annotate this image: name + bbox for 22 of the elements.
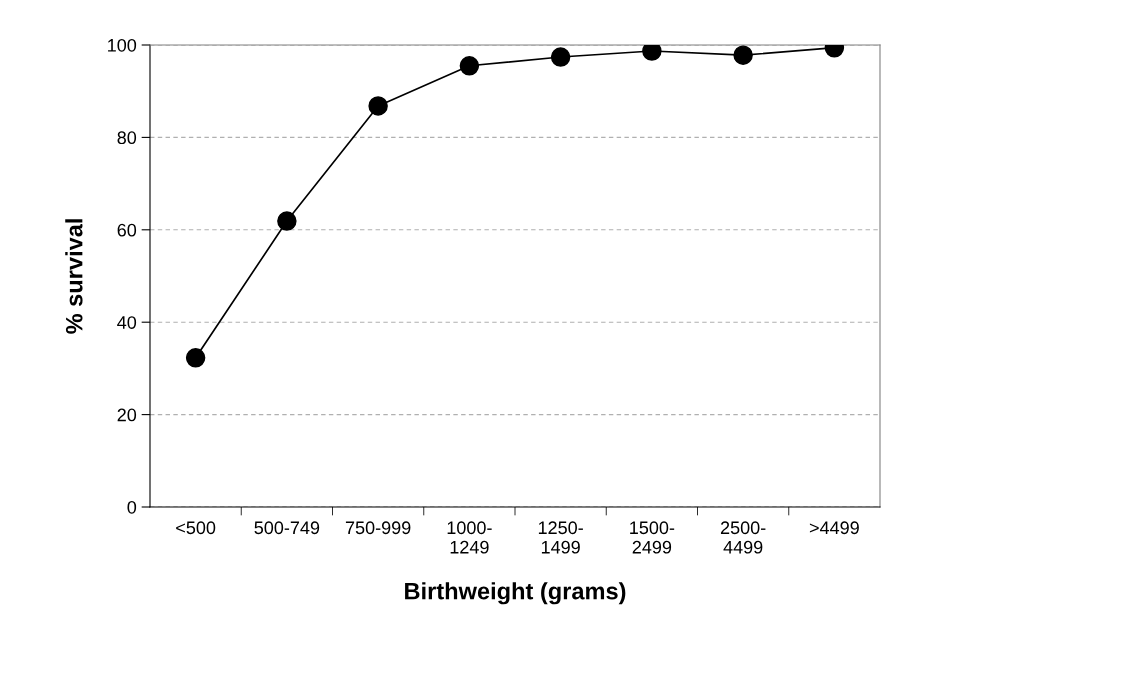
x-tick-label: 500-749 xyxy=(254,521,320,535)
y-tick-label: 20 xyxy=(117,408,137,422)
y-axis-title: % survival xyxy=(65,219,83,334)
point xyxy=(185,348,206,368)
x-tick-label: 750-999 xyxy=(345,521,411,535)
y-tick-label: 60 xyxy=(117,223,137,237)
y-tick-label: 100 xyxy=(108,38,137,52)
x-tick-label: >4499 xyxy=(809,521,859,535)
y-tick-label: 80 xyxy=(117,131,137,145)
point xyxy=(459,56,480,76)
x-tick-label: 1500- 2499 xyxy=(630,521,675,554)
x-tick-label: <500 xyxy=(176,521,216,535)
x-axis-title: Birthweight (grams) xyxy=(405,582,626,605)
point xyxy=(550,47,571,67)
x-tick-label: 2500- 4499 xyxy=(720,521,766,554)
point xyxy=(368,96,388,116)
x-tick-label: 1250- 1499 xyxy=(538,521,583,554)
point xyxy=(277,211,297,231)
point xyxy=(733,45,753,65)
y-tick-label: 40 xyxy=(117,316,137,329)
y-tick-label: 0 xyxy=(127,500,137,514)
x-tick-label: 1000- 1249 xyxy=(447,521,492,554)
